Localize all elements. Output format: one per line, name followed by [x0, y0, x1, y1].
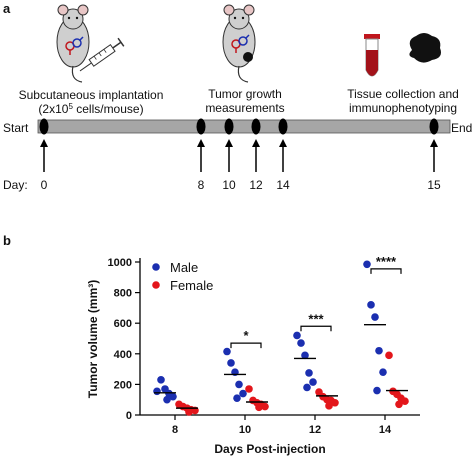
- significance-label: *: [243, 328, 249, 343]
- data-point-female: [401, 397, 409, 406]
- significance-label: ****: [376, 254, 397, 269]
- event-label-measurements: measurements: [205, 101, 284, 115]
- mouse-injection-icon: [56, 4, 90, 83]
- timeline-marker: [196, 118, 206, 135]
- y-tick-label: 0: [126, 410, 132, 422]
- x-tick-label: 12: [309, 424, 321, 436]
- syringe-icon: [79, 37, 125, 72]
- data-point-male: [373, 386, 381, 395]
- data-point-male: [305, 369, 313, 377]
- data-point-female: [255, 403, 263, 412]
- day-value: 12: [249, 178, 263, 192]
- data-point-male: [301, 351, 309, 360]
- event-label-implantation: Subcutaneous implantation: [19, 88, 164, 102]
- data-point-female: [325, 402, 333, 410]
- legend-label-female: Female: [170, 278, 213, 293]
- data-point-male: [233, 394, 241, 402]
- day-label: Day:: [3, 178, 28, 192]
- event-label-tumor-growth: Tumor growth: [208, 87, 282, 101]
- timeline-start-label: Start: [3, 121, 29, 135]
- tissue-icon: [409, 33, 441, 63]
- data-point-female: [395, 400, 403, 409]
- y-tick-label: 600: [114, 318, 132, 330]
- data-point-male: [223, 347, 231, 356]
- y-axis-title: Tumor volume (mm³): [86, 280, 100, 398]
- day-value: 14: [276, 178, 290, 192]
- data-point-female: [385, 351, 393, 360]
- data-point-male: [227, 359, 235, 367]
- significance-bracket: [370, 268, 402, 274]
- x-tick-label: 14: [379, 424, 392, 436]
- y-tick-label: 1000: [108, 257, 132, 269]
- data-point-male: [293, 331, 301, 340]
- timeline-marker: [224, 118, 234, 135]
- timeline-marker: [429, 118, 439, 135]
- data-point-male: [157, 376, 165, 384]
- legend-label-male: Male: [170, 260, 198, 275]
- blood-tube-icon: [364, 34, 380, 77]
- timeline-event: 12: [249, 118, 263, 192]
- arrow-head: [252, 139, 260, 147]
- data-point-male: [303, 383, 311, 392]
- significance-label: ***: [308, 311, 324, 326]
- panel-b-letter: b: [3, 233, 11, 248]
- timeline-end-label: End: [451, 121, 472, 135]
- arrow-head: [197, 139, 205, 147]
- timeline-marker: [39, 118, 49, 135]
- data-point-male: [375, 346, 383, 355]
- timeline-event: 8: [196, 118, 206, 192]
- data-point-male: [153, 387, 161, 396]
- data-point-male: [363, 260, 371, 269]
- data-point-female: [331, 398, 339, 407]
- tumor-volume-chart: Tumor volume (mm³) Days Post-injection 0…: [86, 254, 420, 456]
- x-tick-label: 10: [239, 424, 251, 436]
- arrow-head: [430, 139, 438, 147]
- timeline-marker: [278, 118, 288, 135]
- legend-marker-female: [152, 281, 160, 289]
- data-point-male: [309, 378, 317, 386]
- data-point-male: [367, 301, 375, 309]
- mouse-tumor-icon: [222, 4, 256, 83]
- panel-a-letter: a: [3, 1, 11, 16]
- event-label-tissue: Tissue collection and: [347, 87, 459, 101]
- event-label-cells: (2x105 cells/mouse): [38, 102, 143, 116]
- timeline-event: 10: [222, 118, 236, 192]
- day-value: 8: [198, 178, 205, 192]
- data-point-female: [261, 402, 269, 411]
- x-tick-label: 8: [172, 424, 178, 436]
- timeline-event: 0: [39, 118, 49, 192]
- day-value: 10: [222, 178, 236, 192]
- timeline-bar: [37, 119, 451, 134]
- data-point-male: [297, 339, 305, 347]
- day-value: 15: [427, 178, 441, 192]
- x-axis-title: Days Post-injection: [214, 442, 325, 456]
- y-tick-label: 200: [114, 379, 132, 391]
- data-point-male: [239, 389, 247, 398]
- significance-bracket: [300, 325, 332, 332]
- legend-marker-male: [152, 263, 160, 271]
- timeline-marker: [251, 118, 261, 135]
- data-point-female: [245, 385, 253, 393]
- significance-bracket: [230, 342, 262, 349]
- timeline-event: 15: [427, 118, 441, 192]
- y-tick-label: 400: [114, 349, 132, 361]
- y-tick-label: 800: [114, 288, 132, 300]
- data-point-male: [235, 380, 243, 389]
- arrow-head: [40, 139, 48, 147]
- event-label-immuno: immunophenotyping: [349, 101, 457, 115]
- data-point-male: [169, 392, 177, 401]
- timeline-event: 14: [276, 118, 290, 192]
- data-point-male: [163, 395, 171, 404]
- arrow-head: [279, 139, 287, 147]
- data-point-male: [371, 313, 379, 321]
- data-point-female: [185, 408, 193, 416]
- data-point-male: [379, 368, 387, 376]
- arrow-head: [225, 139, 233, 147]
- day-value: 0: [41, 178, 48, 192]
